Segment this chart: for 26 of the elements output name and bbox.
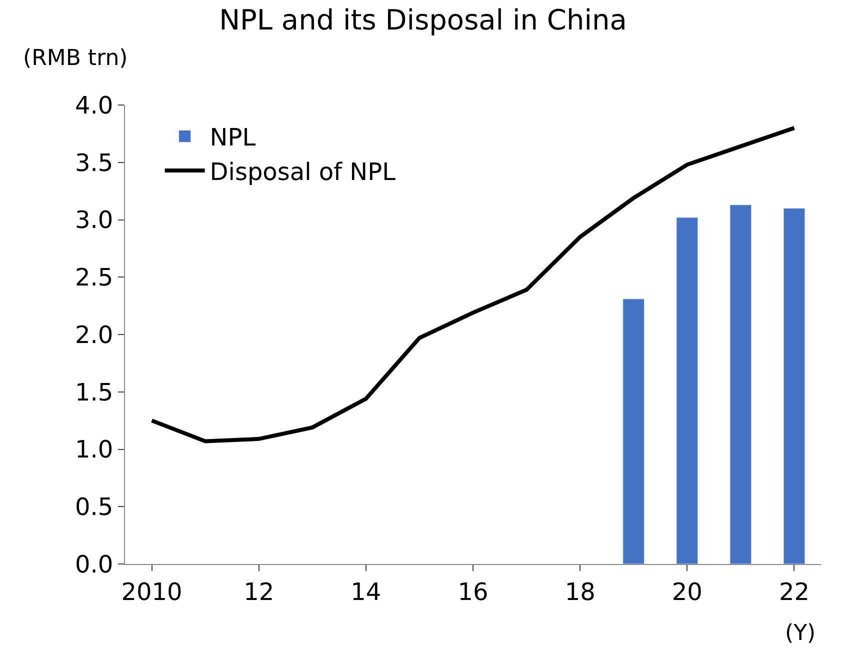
x-tick-label: 2010	[121, 578, 182, 606]
x-tick-label: 20	[672, 578, 702, 606]
y-tick-label: 1.5	[75, 378, 114, 406]
bar	[622, 298, 645, 564]
bar	[730, 204, 752, 564]
y-tick-label: 3.5	[75, 148, 114, 177]
y-tick-label: 0.0	[75, 550, 114, 578]
x-axis-title: (Y)	[785, 621, 816, 646]
x-tick-label: 14	[350, 578, 382, 606]
y-tick-label: 3.0	[75, 206, 114, 234]
y-tick-label: 2.5	[75, 264, 114, 292]
x-tick-label: 16	[458, 578, 488, 606]
x-tick-label: 12	[244, 578, 274, 606]
legend-label: NPL	[210, 124, 256, 152]
x-tick-label: 22	[778, 578, 810, 606]
bar	[783, 208, 806, 564]
y-tick-label: 4.0	[75, 91, 114, 120]
chart-title: NPL and its Disposal in China	[219, 4, 627, 37]
x-tick-label: 18	[564, 578, 596, 606]
y-axis-title: (RMB trn)	[23, 46, 128, 71]
y-tick-label: 1.0	[75, 436, 114, 464]
bar	[676, 217, 698, 564]
legend-label: Disposal of NPL	[210, 158, 396, 186]
line-series	[150, 126, 796, 444]
y-tick-label: 2.0	[75, 320, 114, 349]
y-tick-label: 0.5	[75, 493, 114, 522]
